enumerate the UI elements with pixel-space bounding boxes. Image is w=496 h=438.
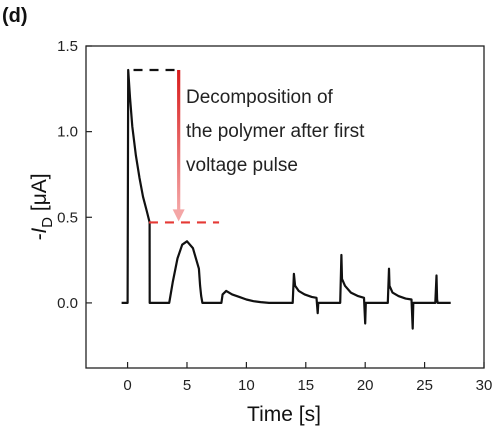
annotation-arrow <box>172 69 185 222</box>
arrow-head <box>172 209 185 222</box>
annotation-line-3: voltage pulse <box>186 155 298 176</box>
x-tick-label: 30 <box>476 377 493 394</box>
panel-label: (d) <box>2 5 28 27</box>
y-tick-label: 0.5 <box>57 209 78 226</box>
x-tick-label: 10 <box>238 377 255 394</box>
x-tick-label: 0 <box>123 377 131 394</box>
y-tick-label: 1.5 <box>57 38 78 55</box>
y-axis-title: -ID [μA] <box>28 173 56 240</box>
y-tick-label: 0.0 <box>57 295 78 312</box>
x-axis-title: Time [s] <box>247 403 321 426</box>
y-axis: 0.0 0.5 1.0 1.5 <box>57 38 92 312</box>
x-axis: 0 5 10 15 20 25 30 <box>123 362 492 394</box>
annotation-line-2: the polymer after first <box>186 121 365 142</box>
series-line <box>121 68 451 330</box>
y-axis-title-unit: [μA] <box>28 173 51 217</box>
x-tick-label: 5 <box>183 377 191 394</box>
y-tick-label: 1.0 <box>57 124 78 141</box>
x-tick-label: 25 <box>416 377 433 394</box>
x-tick-label: 20 <box>357 377 374 394</box>
x-tick-label: 15 <box>297 377 314 394</box>
plot-frame <box>85 45 485 369</box>
annotation-line-1: Decomposition of <box>186 87 334 108</box>
y-axis-title-sub: D <box>39 217 56 228</box>
arrow-shaft <box>177 69 181 211</box>
y-axis-title-main: -I <box>28 228 51 241</box>
